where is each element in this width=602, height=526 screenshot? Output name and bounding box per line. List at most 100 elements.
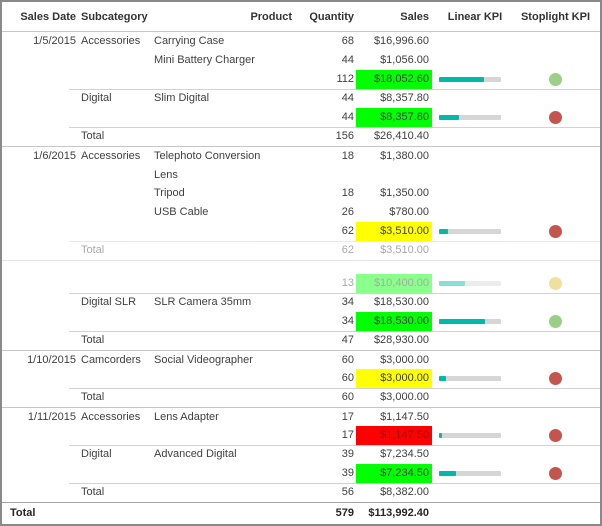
sales-cell: $10,400.00 (356, 274, 432, 293)
table-row[interactable]: 34 $18,530.00 (2, 312, 600, 331)
sales-cell: $3,510.00 (380, 244, 429, 256)
table-row[interactable]: Tripod 18 $1,350.00 (2, 184, 600, 203)
sales-cell: $8,382.00 (380, 486, 429, 498)
table-row[interactable]: 39 $7,234.50 (2, 464, 600, 483)
column-header-linear-kpi: Linear KPI (447, 10, 503, 23)
quantity-cell: 44 (341, 92, 354, 104)
linear-kpi-track (439, 471, 501, 476)
subcategory-cell: Total (81, 244, 105, 256)
table-row[interactable]: Total 156 $26,410.40 (2, 127, 600, 146)
column-header-subcategory: Subcategory (81, 10, 148, 23)
sales-cell: $1,350.00 (380, 187, 429, 199)
subcategory-cell: Total (81, 486, 105, 498)
table-row[interactable]: Digital Slim Digital 44 $8,357.80 (2, 89, 600, 108)
stoplight-kpi-cell (511, 445, 600, 464)
table-row[interactable]: USB Cable 26 $780.00 (2, 203, 600, 222)
sales-cell: $3,510.00 (356, 222, 432, 241)
quantity-cell: 13 (341, 277, 354, 289)
stoplight-kpi-cell (511, 70, 600, 89)
stoplight-kpi-cell (511, 331, 600, 350)
table-row[interactable]: Total 56 $8,382.00 (2, 483, 600, 502)
table-row[interactable]: 13 $10,400.00 (2, 274, 600, 293)
grand-total-sales: $113,992.40 (368, 507, 429, 519)
table-row[interactable]: Digital SLR SLR Camera 35mm 34 $18,530.0… (2, 293, 600, 312)
linear-kpi-cell (439, 351, 511, 370)
sales-cell: $780.00 (389, 206, 429, 218)
table-row[interactable]: 44 $8,357.80 (2, 108, 600, 127)
linear-kpi-cell (439, 274, 511, 293)
table-row[interactable]: 1/11/2015 Accessories Lens Adapter 17 $1… (2, 407, 600, 426)
linear-kpi-track (439, 115, 501, 120)
linear-kpi-cell (439, 331, 511, 350)
sales-cell: $3,000.00 (356, 369, 432, 388)
product-cell: Lens Adapter (154, 411, 219, 423)
quantity-cell: 34 (341, 296, 354, 308)
stoplight-kpi-cell (511, 408, 600, 427)
stoplight-indicator (549, 277, 562, 290)
product-cell: SLR Camera 35mm (154, 296, 252, 308)
linear-kpi-cell (439, 312, 511, 331)
table-row[interactable]: 112 $18,052.60 (2, 70, 600, 89)
subcategory-cell: Digital (81, 92, 112, 104)
linear-kpi-bar (439, 319, 485, 324)
linear-kpi-bar (439, 471, 456, 476)
sales-cell: $16,996.60 (373, 35, 429, 47)
table-row[interactable]: 1/10/2015 Camcorders Social Videographer… (2, 350, 600, 369)
linear-kpi-bar (439, 229, 448, 234)
sales-date-cell: 1/11/2015 (27, 411, 76, 423)
linear-kpi-cell (439, 293, 511, 312)
linear-kpi-cell (439, 483, 511, 502)
linear-kpi-bar (439, 433, 443, 438)
table-row[interactable]: 17 $1,147.50 (2, 426, 600, 445)
column-header-sales: Sales (400, 10, 429, 23)
sales-cell: $1,147.50 (356, 426, 432, 445)
table-row[interactable]: 62 $3,510.00 (2, 222, 600, 241)
linear-kpi-cell (439, 408, 511, 427)
stoplight-kpi-cell (511, 203, 600, 222)
stoplight-indicator (549, 225, 562, 238)
table-row[interactable]: Total 60 $3,000.00 (2, 388, 600, 407)
stoplight-kpi-cell (511, 32, 600, 51)
table-row[interactable]: Mini Battery Charger 44 $1,056.00 (2, 51, 600, 70)
linear-kpi-cell (439, 388, 511, 407)
sales-cell: $3,000.00 (380, 391, 429, 403)
stoplight-kpi-cell (511, 108, 600, 127)
stoplight-indicator (549, 111, 562, 124)
sales-cell: $26,410.40 (373, 130, 429, 142)
quantity-cell: 26 (341, 206, 354, 218)
linear-kpi-track (439, 281, 501, 286)
table-row[interactable]: Digital Advanced Digital 39 $7,234.50 (2, 445, 600, 464)
quantity-cell: 56 (341, 486, 354, 498)
quantity-cell: 18 (341, 150, 354, 162)
sales-cell: $8,357.80 (356, 108, 432, 127)
sales-date-cell: 1/6/2015 (33, 150, 76, 162)
stoplight-kpi-cell (511, 388, 600, 407)
quantity-cell: 44 (341, 111, 354, 123)
linear-kpi-cell (439, 70, 511, 89)
sales-cell: $1,056.00 (380, 54, 429, 66)
sales-cell: $18,530.00 (373, 296, 429, 308)
linear-kpi-cell (439, 503, 511, 522)
table-row[interactable]: 1/6/2015 Accessories Telephoto Conversio… (2, 146, 600, 184)
linear-kpi-cell (439, 108, 511, 127)
grand-total-row[interactable]: Total 579 $113,992.40 (2, 502, 600, 522)
table-row[interactable]: Total 47 $28,930.00 (2, 331, 600, 350)
stoplight-kpi-cell (511, 293, 600, 312)
sales-cell: $8,357.80 (380, 92, 429, 104)
sales-date-cell: 1/10/2015 (27, 354, 76, 366)
sales-date-cell: 1/5/2015 (33, 35, 76, 47)
table-row[interactable]: 1/5/2015 Accessories Carrying Case 68 $1… (2, 32, 600, 51)
subcategory-cell: Total (81, 334, 105, 346)
linear-kpi-bar (439, 281, 466, 286)
quantity-cell: 44 (341, 54, 354, 66)
linear-kpi-cell (439, 241, 511, 260)
subcategory-cell: Accessories (81, 150, 141, 162)
table-row[interactable] (2, 260, 600, 274)
subcategory-cell: Total (81, 391, 105, 403)
quantity-cell: 62 (341, 225, 354, 237)
column-header-sales-date: Sales Date (20, 10, 76, 23)
table-row[interactable]: 60 $3,000.00 (2, 369, 600, 388)
table-row[interactable]: Total 62 $3,510.00 (2, 241, 600, 260)
stoplight-kpi-cell (511, 127, 600, 146)
stoplight-kpi-cell (511, 89, 600, 108)
